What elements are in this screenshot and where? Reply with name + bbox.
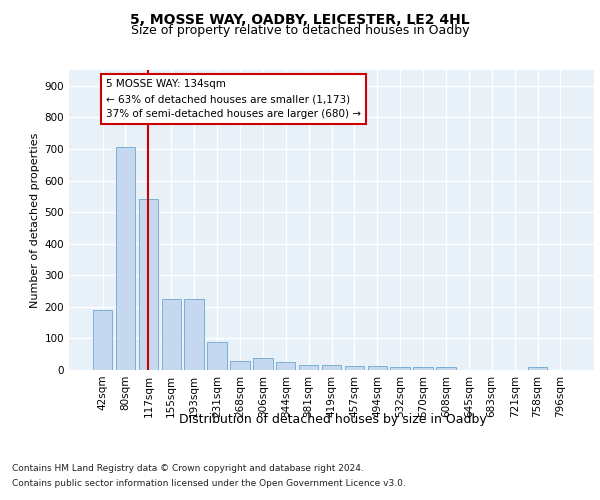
Bar bbox=[436, 368, 455, 370]
Bar bbox=[344, 366, 364, 370]
Bar bbox=[322, 366, 341, 370]
Bar bbox=[93, 310, 112, 370]
Bar bbox=[413, 367, 433, 370]
Y-axis label: Number of detached properties: Number of detached properties bbox=[31, 132, 40, 308]
Text: Size of property relative to detached houses in Oadby: Size of property relative to detached ho… bbox=[131, 24, 469, 37]
Bar bbox=[368, 366, 387, 370]
Bar bbox=[208, 342, 227, 370]
Bar bbox=[253, 358, 272, 370]
Bar bbox=[116, 147, 135, 370]
Text: 5 MOSSE WAY: 134sqm
← 63% of detached houses are smaller (1,173)
37% of semi-det: 5 MOSSE WAY: 134sqm ← 63% of detached ho… bbox=[106, 80, 361, 119]
Bar bbox=[391, 367, 410, 370]
Text: Contains public sector information licensed under the Open Government Licence v3: Contains public sector information licen… bbox=[12, 479, 406, 488]
Bar bbox=[139, 200, 158, 370]
Bar bbox=[276, 362, 295, 370]
Text: Contains HM Land Registry data © Crown copyright and database right 2024.: Contains HM Land Registry data © Crown c… bbox=[12, 464, 364, 473]
Bar bbox=[184, 299, 204, 370]
Bar bbox=[161, 299, 181, 370]
Bar bbox=[230, 361, 250, 370]
Bar bbox=[299, 366, 319, 370]
Text: Distribution of detached houses by size in Oadby: Distribution of detached houses by size … bbox=[179, 412, 487, 426]
Bar bbox=[528, 367, 547, 370]
Text: 5, MOSSE WAY, OADBY, LEICESTER, LE2 4HL: 5, MOSSE WAY, OADBY, LEICESTER, LE2 4HL bbox=[130, 12, 470, 26]
